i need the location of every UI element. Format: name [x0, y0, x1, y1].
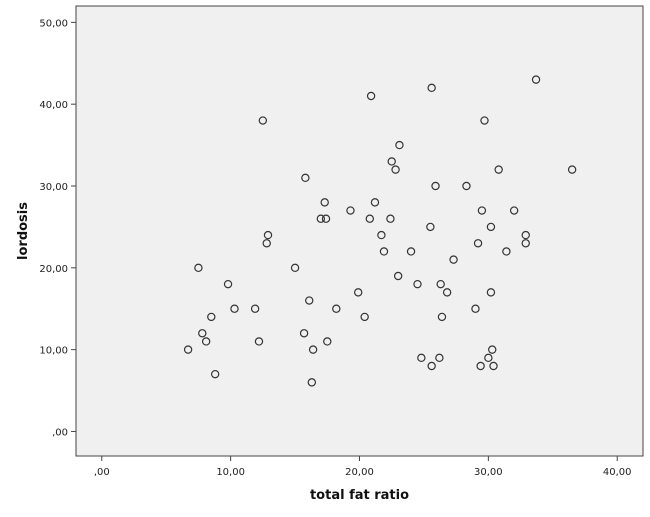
data-point	[476, 361, 485, 371]
data-point	[531, 75, 541, 84]
data-point	[494, 165, 503, 174]
data-point	[486, 222, 496, 232]
data-point	[521, 239, 530, 248]
x-axis: ,00 10,00 20,00 30,00 40,00	[94, 456, 632, 478]
data-point	[393, 271, 403, 281]
data-point	[354, 288, 363, 297]
y-tick-label: ,00	[52, 427, 68, 438]
data-point	[386, 214, 395, 223]
data-point	[323, 337, 332, 346]
data-point	[201, 337, 211, 346]
data-point	[262, 239, 271, 248]
data-point	[377, 230, 386, 240]
data-point	[258, 116, 268, 125]
data-point	[301, 173, 310, 183]
data-point	[223, 279, 233, 289]
data-point	[346, 206, 355, 215]
data-point	[332, 304, 341, 313]
data-point	[406, 247, 416, 256]
data-point	[427, 83, 436, 93]
data-point	[502, 247, 511, 256]
data-point	[250, 304, 260, 313]
data-point	[471, 304, 480, 313]
y-tick-label: 10,00	[39, 346, 68, 357]
data-point	[379, 247, 389, 256]
data-point	[207, 312, 216, 322]
data-point	[391, 165, 400, 174]
data-point	[290, 263, 300, 273]
data-point	[484, 353, 493, 363]
data-point	[254, 337, 264, 346]
data-point	[436, 279, 445, 289]
data-point	[567, 165, 577, 174]
data-point	[395, 140, 404, 150]
y-axis-title: lordosis	[16, 202, 31, 260]
data-point	[442, 288, 452, 297]
data-points	[183, 75, 577, 387]
data-point	[435, 353, 444, 363]
data-point	[194, 263, 203, 273]
y-tick-label: 40,00	[39, 100, 68, 111]
data-point	[321, 214, 331, 223]
y-tick-label: 50,00	[39, 18, 68, 29]
data-point	[299, 329, 309, 338]
data-point	[480, 116, 489, 125]
data-point	[360, 312, 369, 322]
data-point	[387, 157, 396, 166]
data-point	[316, 214, 326, 223]
x-tick-label: 40,00	[603, 467, 632, 478]
data-point	[473, 239, 483, 248]
data-point	[426, 222, 435, 232]
data-point	[230, 304, 239, 313]
data-point	[307, 378, 317, 387]
data-point	[449, 255, 458, 264]
data-point	[521, 230, 530, 240]
data-point	[263, 230, 273, 240]
data-point	[198, 329, 207, 338]
data-point	[477, 206, 487, 215]
data-point	[509, 206, 519, 215]
x-axis-title: total fat ratio	[310, 488, 409, 503]
data-point	[308, 345, 318, 354]
data-point	[427, 361, 436, 371]
x-tick-label: 20,00	[345, 467, 374, 478]
data-point	[489, 361, 498, 371]
data-point	[413, 279, 422, 289]
data-point	[486, 288, 496, 297]
data-point	[462, 181, 471, 191]
data-point	[210, 369, 220, 379]
data-point	[437, 312, 447, 322]
data-point	[370, 198, 380, 207]
data-point	[305, 296, 314, 305]
data-point	[431, 181, 440, 191]
y-tick-label: 20,00	[39, 264, 68, 275]
data-point	[365, 214, 375, 223]
data-point	[417, 353, 426, 363]
data-point	[320, 198, 329, 207]
plot-area	[75, 5, 644, 457]
y-tick-label: 30,00	[39, 182, 68, 193]
x-tick-label: ,00	[94, 467, 110, 478]
data-point	[183, 345, 193, 354]
x-tick-label: 10,00	[216, 467, 245, 478]
x-tick-label: 30,00	[474, 467, 503, 478]
y-axis: ,00 10,00 20,00 30,00 40,00 50,00	[39, 18, 76, 438]
data-point	[488, 345, 497, 354]
data-point	[366, 91, 376, 101]
